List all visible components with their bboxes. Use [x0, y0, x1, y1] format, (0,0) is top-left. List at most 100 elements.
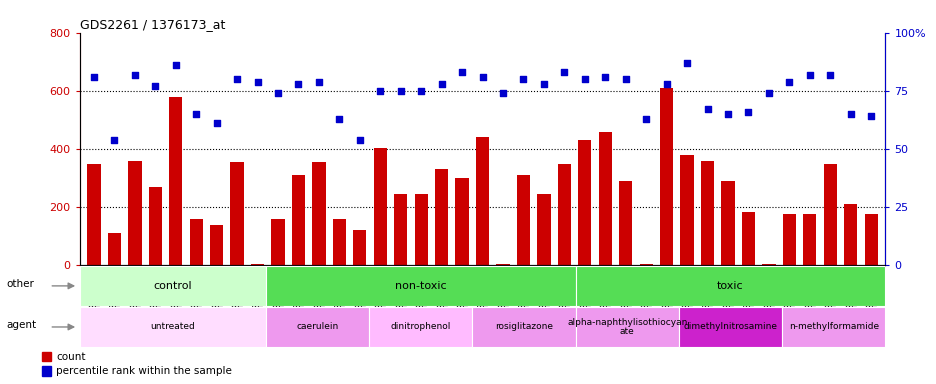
Text: control: control: [154, 281, 192, 291]
Bar: [312, 162, 325, 265]
Point: [271, 90, 285, 96]
Bar: [189, 219, 203, 265]
Bar: [373, 147, 387, 265]
Bar: [353, 230, 366, 265]
Bar: [517, 175, 530, 265]
Point: [822, 71, 837, 78]
Point: [842, 111, 857, 117]
Bar: [761, 264, 775, 265]
Bar: [42, 366, 51, 376]
Point: [638, 116, 653, 122]
Bar: [782, 214, 796, 265]
Point: [168, 62, 183, 68]
Point: [331, 116, 346, 122]
Bar: [414, 194, 428, 265]
Bar: [721, 181, 734, 265]
Bar: [80, 307, 265, 347]
Bar: [271, 219, 285, 265]
Text: dimethylnitrosamine: dimethylnitrosamine: [682, 323, 777, 331]
Point: [801, 71, 816, 78]
Bar: [575, 266, 885, 306]
Bar: [575, 307, 678, 347]
Point: [535, 81, 550, 87]
Bar: [802, 214, 815, 265]
Point: [148, 83, 163, 89]
Point: [86, 74, 101, 80]
Bar: [210, 225, 223, 265]
Point: [516, 76, 531, 82]
Bar: [557, 164, 570, 265]
Point: [393, 88, 408, 94]
Point: [597, 74, 612, 80]
Bar: [265, 266, 575, 306]
Text: n-methylformamide: n-methylformamide: [788, 323, 878, 331]
Text: rosiglitazone: rosiglitazone: [494, 323, 552, 331]
Bar: [700, 161, 713, 265]
Point: [229, 76, 244, 82]
Bar: [80, 266, 265, 306]
Point: [577, 76, 592, 82]
Text: dinitrophenol: dinitrophenol: [390, 323, 450, 331]
Bar: [659, 88, 673, 265]
Bar: [864, 214, 877, 265]
Point: [740, 109, 755, 115]
Text: untreated: untreated: [150, 323, 195, 331]
Bar: [578, 140, 591, 265]
Text: toxic: toxic: [716, 281, 743, 291]
Bar: [598, 132, 611, 265]
Point: [373, 88, 388, 94]
Point: [250, 78, 265, 84]
Point: [475, 74, 490, 80]
Point: [556, 69, 571, 75]
Bar: [369, 307, 472, 347]
Bar: [823, 164, 836, 265]
Bar: [332, 219, 345, 265]
Point: [658, 81, 673, 87]
Text: caerulein: caerulein: [296, 323, 338, 331]
Bar: [455, 178, 468, 265]
Text: GDS2261 / 1376173_at: GDS2261 / 1376173_at: [80, 18, 225, 31]
Point: [433, 81, 448, 87]
Text: count: count: [56, 352, 85, 362]
Bar: [741, 212, 754, 265]
Point: [781, 78, 796, 84]
Bar: [496, 264, 509, 265]
Point: [618, 76, 633, 82]
Point: [761, 90, 776, 96]
Point: [679, 60, 694, 66]
Point: [414, 88, 429, 94]
Text: other: other: [7, 279, 35, 289]
Bar: [168, 97, 183, 265]
Point: [291, 81, 306, 87]
Point: [720, 111, 735, 117]
Text: alpha-naphthylisothiocyan
ate: alpha-naphthylisothiocyan ate: [566, 318, 687, 336]
Bar: [230, 162, 243, 265]
Text: agent: agent: [7, 320, 37, 330]
Bar: [42, 352, 51, 361]
Bar: [678, 307, 782, 347]
Bar: [782, 307, 885, 347]
Bar: [108, 233, 121, 265]
Point: [107, 137, 122, 143]
Point: [209, 120, 224, 126]
Point: [495, 90, 510, 96]
Bar: [619, 181, 632, 265]
Point: [127, 71, 142, 78]
Bar: [475, 137, 489, 265]
Bar: [536, 194, 550, 265]
Bar: [265, 307, 369, 347]
Bar: [639, 264, 652, 265]
Bar: [251, 264, 264, 265]
Point: [311, 78, 326, 84]
Bar: [394, 194, 407, 265]
Point: [352, 137, 367, 143]
Bar: [291, 175, 305, 265]
Text: non-toxic: non-toxic: [394, 281, 446, 291]
Point: [863, 113, 878, 119]
Bar: [843, 204, 856, 265]
Bar: [87, 164, 100, 265]
Bar: [680, 155, 693, 265]
Bar: [472, 307, 575, 347]
Point: [454, 69, 469, 75]
Text: percentile rank within the sample: percentile rank within the sample: [56, 366, 232, 376]
